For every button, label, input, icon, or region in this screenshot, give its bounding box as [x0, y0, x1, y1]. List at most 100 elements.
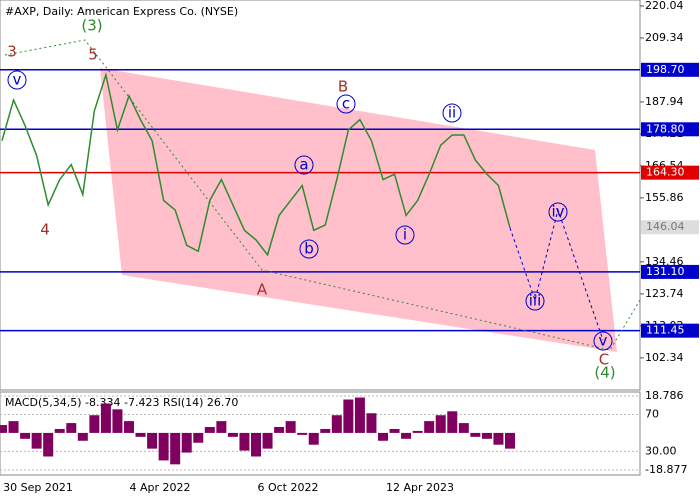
level-tag — [641, 122, 699, 137]
wave-circle — [442, 103, 462, 123]
macd-bar — [412, 430, 423, 433]
y-tick-label: 220.04 — [645, 0, 684, 12]
macd-bar — [170, 432, 181, 465]
macd-bar — [470, 432, 481, 437]
macd-bar — [435, 415, 446, 433]
wave-circle — [294, 155, 314, 175]
wave-circle — [299, 239, 319, 259]
macd-bar — [54, 428, 65, 433]
macd-bar — [378, 432, 388, 441]
level-tag — [641, 62, 699, 77]
macd-bar — [124, 421, 134, 433]
channel — [100, 68, 617, 352]
macd-bar — [389, 428, 400, 433]
macd-bar — [239, 432, 250, 451]
indicator-label: MACD(5,34,5) -8.334 -7.423 RSI(14) 26.70 — [5, 396, 238, 409]
wave-circle — [7, 70, 27, 90]
level-label: 131.10 — [646, 265, 685, 278]
macd-bar — [354, 397, 365, 433]
macd-bar — [8, 421, 19, 433]
wave-label: v — [13, 71, 22, 89]
x-tick-label: 6 Oct 2022 — [257, 481, 318, 494]
macd-bar — [158, 432, 169, 461]
macd-bar — [216, 421, 227, 433]
level-tag — [641, 165, 699, 180]
wave-label: 3 — [7, 43, 17, 61]
macd-bar — [285, 421, 296, 433]
y-tick-label: 18.786 — [645, 389, 684, 402]
wave-circle — [395, 225, 415, 245]
wave-circle — [593, 331, 613, 351]
x-tick-label: 4 Apr 2022 — [129, 481, 190, 494]
macd-bar — [505, 432, 515, 449]
wave-label: i — [403, 226, 407, 244]
macd-bar — [43, 432, 54, 457]
wave-label: ii — [448, 104, 456, 122]
y-tick-label: 30.00 — [645, 444, 677, 457]
chart-title: #AXP, Daily: American Express Co. (NYSE) — [5, 5, 238, 18]
wave-label: A — [257, 281, 268, 299]
x-tick-label: 12 Apr 2023 — [386, 481, 454, 494]
wave-label: a — [299, 156, 308, 174]
wave-circle — [525, 291, 545, 311]
price-tag — [641, 220, 699, 235]
macd-bar — [112, 409, 123, 433]
macd-bar — [343, 399, 354, 433]
macd-bar — [227, 432, 238, 437]
wave-label: C — [599, 351, 609, 369]
wave-label: (3) — [81, 17, 102, 35]
y-tick-label: 209.34 — [645, 31, 684, 44]
macd-bar — [401, 432, 412, 439]
y-tick-label: 134.46 — [645, 255, 684, 268]
long-forecast — [4, 39, 641, 351]
y-tick-label: -18.877 — [645, 463, 687, 476]
macd-bar — [0, 425, 7, 433]
level-label: 198.70 — [646, 63, 685, 76]
level-label: 164.30 — [646, 166, 685, 179]
macd-bar — [320, 428, 331, 433]
level-label: 111.45 — [646, 324, 685, 337]
macd-bar — [181, 432, 192, 453]
macd-bar — [66, 423, 77, 433]
y-tick-label: 187.94 — [645, 95, 684, 108]
wave-circle — [336, 94, 356, 114]
macd-bar — [424, 421, 435, 433]
macd-bar — [331, 415, 342, 433]
wave-label: c — [342, 95, 350, 113]
macd-bar — [100, 403, 111, 433]
macd-bar — [20, 432, 31, 439]
macd-bar — [147, 432, 158, 449]
y-tick-label: 155.86 — [645, 191, 684, 204]
macd-bar — [458, 423, 469, 433]
wave-label: v — [599, 332, 608, 350]
wave-label: B — [338, 78, 348, 96]
wave-circle — [548, 202, 568, 222]
forecast-line — [509, 208, 604, 341]
level-label: 178.80 — [646, 122, 685, 135]
wave-label: 4 — [40, 221, 50, 239]
wave-label: (4) — [594, 364, 615, 382]
macd-bar — [204, 427, 215, 433]
macd-bar — [262, 432, 273, 449]
y-tick-label: 123.74 — [645, 287, 684, 300]
x-tick-label: 30 Sep 2021 — [3, 481, 73, 494]
wave-label: 5 — [88, 46, 98, 64]
price-line — [1, 71, 511, 257]
macd-bar — [77, 432, 88, 441]
macd-bar — [297, 432, 308, 435]
level-tag — [641, 264, 699, 279]
wave-label: iv — [551, 203, 564, 221]
macd-bar — [481, 432, 492, 439]
y-tick-label: 102.34 — [645, 351, 684, 364]
macd-bar — [135, 432, 146, 437]
level-tag — [641, 323, 699, 338]
macd-bar — [193, 432, 204, 443]
macd-bar — [274, 427, 285, 433]
price-label: 146.04 — [646, 220, 685, 233]
y-tick-label: 70 — [645, 407, 659, 420]
macd-bar — [31, 432, 42, 449]
macd-bar — [493, 432, 504, 445]
wave-label: iii — [529, 292, 542, 310]
macd-bar — [89, 415, 100, 433]
